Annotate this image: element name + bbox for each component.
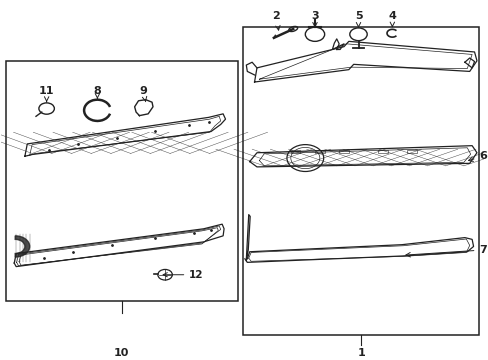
Text: 8: 8: [93, 86, 101, 99]
Text: 12: 12: [163, 270, 203, 280]
Text: 4: 4: [387, 11, 395, 27]
Bar: [5, 61, 237, 301]
Text: 10: 10: [114, 348, 129, 358]
Text: 6: 6: [468, 151, 486, 161]
Bar: [406, 150, 416, 153]
Bar: [377, 150, 386, 153]
Text: 2: 2: [272, 11, 280, 30]
Wedge shape: [15, 236, 30, 257]
Text: 7: 7: [405, 245, 486, 257]
Bar: [314, 150, 324, 153]
Text: 1: 1: [357, 348, 365, 358]
Text: 11: 11: [39, 86, 54, 102]
Text: 3: 3: [310, 11, 318, 27]
Bar: [243, 27, 478, 335]
Bar: [290, 150, 300, 153]
Text: 9: 9: [139, 86, 147, 102]
Text: 5: 5: [354, 11, 362, 27]
Bar: [339, 150, 348, 153]
